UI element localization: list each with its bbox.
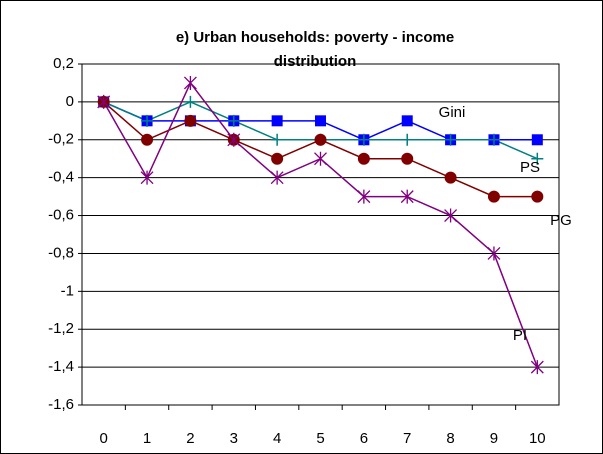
y-tick-label: -0,8 (48, 244, 74, 261)
x-tick-label: 5 (316, 430, 324, 447)
marker (271, 115, 283, 127)
marker (141, 114, 154, 127)
marker (357, 189, 371, 204)
marker (97, 94, 111, 109)
x-tick-label: 7 (403, 430, 411, 447)
y-tick-label: 0 (66, 93, 74, 110)
marker (271, 133, 284, 146)
marker (227, 114, 240, 127)
y-tick-label: -1,2 (48, 320, 74, 337)
x-tick-label: 0 (100, 430, 108, 447)
x-tick-label: 1 (143, 430, 151, 447)
series-markers (97, 95, 544, 203)
y-tick-label: -1,6 (48, 396, 74, 413)
marker (184, 95, 197, 108)
marker (183, 75, 197, 90)
marker (271, 152, 284, 165)
series-label: PI (513, 327, 527, 344)
marker (487, 190, 500, 203)
y-tick-label: -1 (61, 282, 74, 299)
marker (227, 132, 241, 147)
chart-title: e) Urban households: poverty - income (176, 29, 454, 46)
x-tick-label: 3 (230, 430, 238, 447)
marker (140, 170, 154, 185)
marker (141, 133, 154, 146)
marker (401, 133, 414, 146)
marker (270, 170, 284, 185)
marker (401, 115, 413, 127)
marker (531, 152, 544, 165)
x-tick-label: 2 (186, 430, 194, 447)
x-tick-label: 4 (273, 430, 281, 447)
series-label: Gini (439, 104, 466, 121)
series-label: PS (520, 159, 540, 176)
plot-area (81, 63, 560, 406)
marker (314, 151, 327, 166)
marker (487, 133, 500, 146)
x-tick-label: 10 (529, 430, 546, 447)
marker (184, 114, 197, 127)
marker (444, 171, 457, 184)
marker (357, 152, 370, 165)
marker (531, 190, 544, 203)
y-tick-label: 0,2 (53, 55, 74, 72)
marker (444, 133, 457, 146)
x-tick-label: 6 (360, 430, 368, 447)
marker (401, 152, 414, 165)
marker (357, 133, 370, 146)
marker (400, 189, 414, 204)
marker (530, 360, 544, 375)
x-tick-label: 9 (490, 430, 498, 447)
series-label: PG (550, 212, 572, 229)
marker (487, 246, 501, 261)
chart-title: distribution (274, 53, 357, 70)
x-tick-label: 8 (446, 430, 454, 447)
y-tick-label: -1,4 (48, 358, 74, 375)
y-tick-label: -0,2 (48, 131, 74, 148)
marker (531, 134, 543, 146)
marker (314, 133, 327, 146)
y-tick-label: -0,4 (48, 169, 74, 186)
y-tick-label: -0,6 (48, 207, 74, 224)
marker (444, 208, 458, 223)
series-markers (97, 75, 544, 375)
marker (315, 115, 326, 127)
